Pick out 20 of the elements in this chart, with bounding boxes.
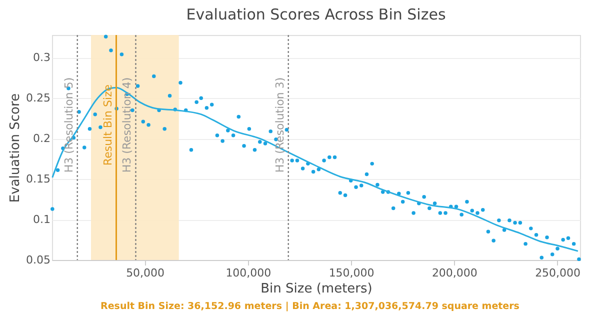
ref-line-label: H3 (Resolution 4) [120, 77, 134, 173]
y-tick-label: 0.15 [26, 172, 50, 186]
ref-line-label: H3 (Resolution 5) [62, 77, 76, 173]
line-series [52, 86, 579, 252]
x-tick-label: 150,000 [328, 266, 374, 280]
y-tick-label: 0.3 [33, 51, 50, 64]
x-tick-label: 250,000 [535, 266, 581, 280]
ref-line-label: Result Bin Size [101, 84, 114, 166]
chart-title: Evaluation Scores Across Bin Sizes [186, 5, 446, 24]
x-tick-label: 100,000 [226, 266, 272, 280]
ref-line-label: H3 (Resolution 3) [273, 77, 286, 173]
y-axis-title: Evaluation Score [8, 93, 24, 203]
y-tick-label: 0.1 [33, 213, 50, 226]
text: Result Bin Size: 36,152.96 meters | Bin Area: 1,307,036,574.79 square meters [100, 301, 520, 312]
y-tick-label: 0.25 [26, 92, 50, 105]
y-tick-label: 0.2 [33, 132, 50, 146]
x-tick-label: 200,000 [432, 266, 478, 280]
x-tick-label: 50,000 [126, 266, 165, 280]
x-axis-title: Bin Size (meters) [260, 282, 372, 296]
y-tick-label: 0.05 [26, 254, 50, 266]
